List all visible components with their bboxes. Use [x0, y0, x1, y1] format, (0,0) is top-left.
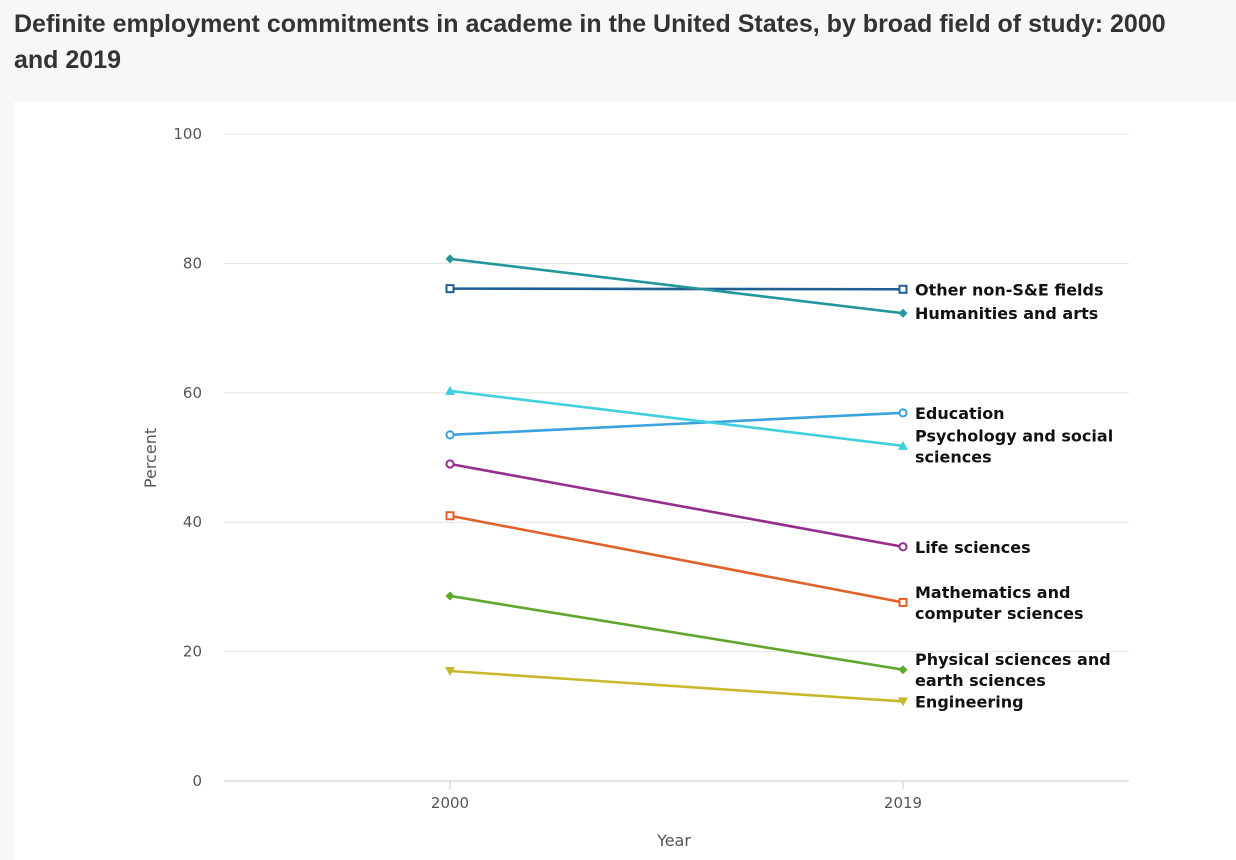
y-tick-label: 100 — [173, 125, 202, 143]
series-label-line: Life sciences — [915, 538, 1031, 557]
y-axis-ticks: 0 20 40 60 80 100 — [173, 125, 202, 790]
series-label: Physical sciences and earth sciences — [915, 650, 1111, 690]
series-line — [449, 257, 904, 315]
x-axis-ticks: 2000 2019 — [431, 781, 922, 812]
x-tick-label: 2000 — [431, 794, 469, 812]
series-label-line: Education — [915, 404, 1005, 423]
series-line — [449, 462, 904, 549]
data-point — [898, 440, 908, 450]
series-group: Other non-S&E fields Humanities and arts E… — [445, 254, 1113, 711]
series-line — [449, 594, 904, 671]
data-point — [445, 591, 455, 601]
data-point — [445, 667, 455, 677]
data-point — [445, 511, 455, 521]
y-tick-label: 40 — [183, 513, 202, 531]
series-line — [449, 514, 904, 604]
data-point — [898, 408, 908, 418]
y-axis-title: Percent — [141, 428, 160, 488]
series-line — [449, 389, 904, 448]
series-line — [449, 411, 904, 437]
series-5: Mathematics and computer sciences — [445, 511, 1084, 623]
y-tick-label: 80 — [183, 254, 202, 272]
series-label: Humanities and arts — [915, 304, 1098, 323]
y-tick-label: 60 — [183, 384, 202, 402]
series-label-line: Mathematics and — [915, 583, 1070, 602]
series-label-line: sciences — [915, 447, 992, 466]
series-label-line: earth sciences — [915, 671, 1046, 690]
data-point — [445, 254, 455, 264]
series-7: Engineering — [445, 667, 1024, 711]
data-point — [898, 597, 908, 607]
data-point — [898, 284, 908, 294]
chart-title: Definite employment commitments in acade… — [14, 10, 1166, 74]
series-label-line: Physical sciences and — [915, 650, 1111, 669]
series-label-line: Other non-S&E fields — [915, 280, 1104, 299]
series-line — [449, 669, 904, 703]
series-label: Life sciences — [915, 538, 1031, 557]
data-point — [898, 308, 908, 318]
series-4: Life sciences — [445, 459, 1031, 557]
x-tick-label: 2019 — [884, 794, 922, 812]
data-point — [445, 430, 455, 440]
series-line — [449, 287, 904, 291]
series-label-line: Psychology and social — [915, 426, 1113, 445]
series-label: Other non-S&E fields — [915, 280, 1104, 299]
data-point — [898, 697, 908, 707]
gridlines — [224, 133, 1129, 782]
series-label: Education — [915, 404, 1005, 423]
chart-panel: 0 20 40 60 80 100 2000 2019 Year Percent Other… — [14, 102, 1236, 860]
series-label: Engineering — [915, 692, 1024, 711]
data-point — [445, 385, 455, 395]
x-axis-title: Year — [656, 831, 691, 850]
series-label: Psychology and social sciences — [915, 426, 1113, 466]
data-point — [445, 284, 455, 294]
series-3: Psychology and social sciences — [445, 385, 1113, 466]
data-point — [898, 665, 908, 675]
series-label-line: Humanities and arts — [915, 304, 1098, 323]
y-tick-label: 20 — [183, 643, 202, 661]
series-label-line: computer sciences — [915, 604, 1084, 623]
series-6: Physical sciences and earth sciences — [445, 591, 1111, 690]
series-label-line: Engineering — [915, 692, 1024, 711]
series-label: Mathematics and computer sciences — [915, 583, 1084, 623]
series-2: Education — [445, 404, 1005, 440]
line-chart: 0 20 40 60 80 100 2000 2019 Year Percent Other… — [141, 125, 1129, 850]
data-point — [898, 542, 908, 552]
y-tick-label: 0 — [192, 772, 202, 790]
series-0: Other non-S&E fields — [445, 280, 1104, 299]
data-point — [445, 459, 455, 469]
series-1: Humanities and arts — [445, 254, 1098, 323]
